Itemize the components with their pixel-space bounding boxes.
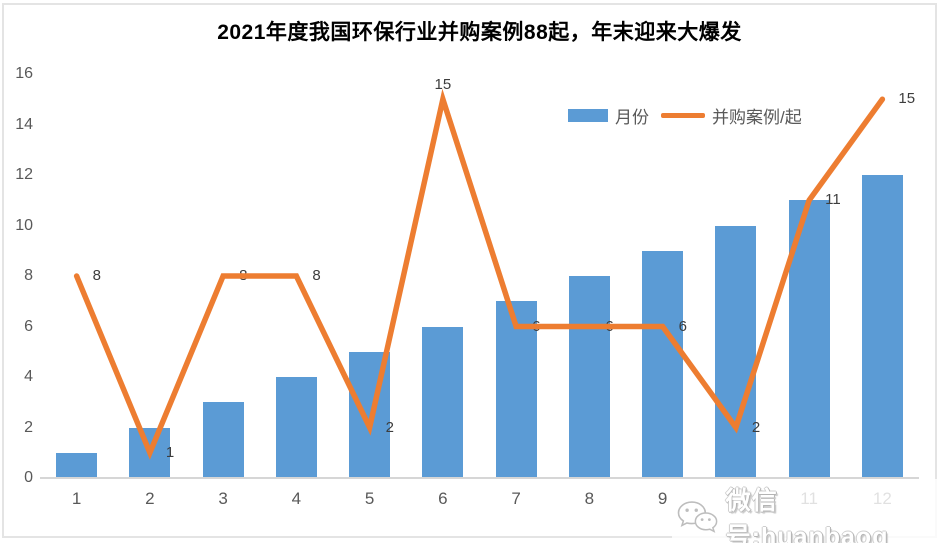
bar-month-2 xyxy=(129,427,171,478)
x-axis-label: 9 xyxy=(657,489,668,508)
line-series-swatch xyxy=(661,113,705,118)
bar-month-11 xyxy=(788,200,830,478)
wechat-icon xyxy=(677,501,718,533)
watermark: 微信号:huanbaoq xyxy=(672,479,943,543)
x-axis-label: 4 xyxy=(291,489,302,508)
y-axis-label: 12 xyxy=(15,166,33,183)
bar-month-5 xyxy=(349,351,391,478)
x-axis-label: 8 xyxy=(584,489,595,508)
y-axis-label: 2 xyxy=(24,418,33,436)
chart-title: 2021年度我国环保行业并购案例88起，年末迎来大爆发 xyxy=(217,21,742,44)
bar-month-7 xyxy=(495,301,537,478)
line-series-label: 并购案例/起 xyxy=(712,108,802,127)
y-axis-label: 14 xyxy=(15,115,33,133)
line-data-label-month-6: 15 xyxy=(434,76,452,94)
line-data-label-month-9: 6 xyxy=(678,317,687,335)
bar-series-swatch xyxy=(568,109,608,122)
line-data-label-month-7: 6 xyxy=(532,317,541,335)
bar-month-3 xyxy=(202,402,244,478)
line-data-label-month-12: 15 xyxy=(898,90,916,108)
bar-month-9 xyxy=(642,250,684,478)
bar-month-12 xyxy=(861,175,903,478)
line-data-label-month-10: 2 xyxy=(751,418,761,436)
x-axis-label: 7 xyxy=(511,489,521,508)
bar-month-8 xyxy=(568,276,610,478)
line-data-label-month-3: 8 xyxy=(239,267,248,284)
x-axis-label: 1 xyxy=(71,489,82,508)
y-axis-label: 16 xyxy=(15,65,33,82)
bar-month-6 xyxy=(422,326,464,478)
x-axis-label: 3 xyxy=(218,489,228,508)
x-axis-label: 6 xyxy=(438,489,448,508)
x-axis-label: 2 xyxy=(145,489,155,508)
line-data-label-month-2: 1 xyxy=(165,443,175,461)
line-data-label-month-4: 8 xyxy=(312,267,321,284)
x-axis-line xyxy=(40,477,919,479)
bar-month-4 xyxy=(275,377,317,478)
y-axis-label: 10 xyxy=(15,216,33,234)
y-axis-label: 8 xyxy=(24,267,33,284)
line-data-label-month-1: 8 xyxy=(92,267,101,284)
bar-series-label: 月份 xyxy=(615,108,649,127)
chart-legend: 月份 并购案例/起 xyxy=(568,103,802,128)
line-data-label-month-8: 6 xyxy=(605,317,614,335)
y-axis-label: 6 xyxy=(24,317,33,335)
bar-month-10 xyxy=(715,225,757,478)
line-data-label-month-11: 11 xyxy=(825,191,841,209)
bar-month-1 xyxy=(56,452,98,478)
x-axis-label: 5 xyxy=(364,489,375,508)
watermark-text: 微信号:huanbaoq xyxy=(725,487,889,543)
line-data-label-month-5: 2 xyxy=(385,418,394,436)
y-axis-label: 0 xyxy=(24,469,33,486)
y-axis-label: 4 xyxy=(24,368,33,385)
